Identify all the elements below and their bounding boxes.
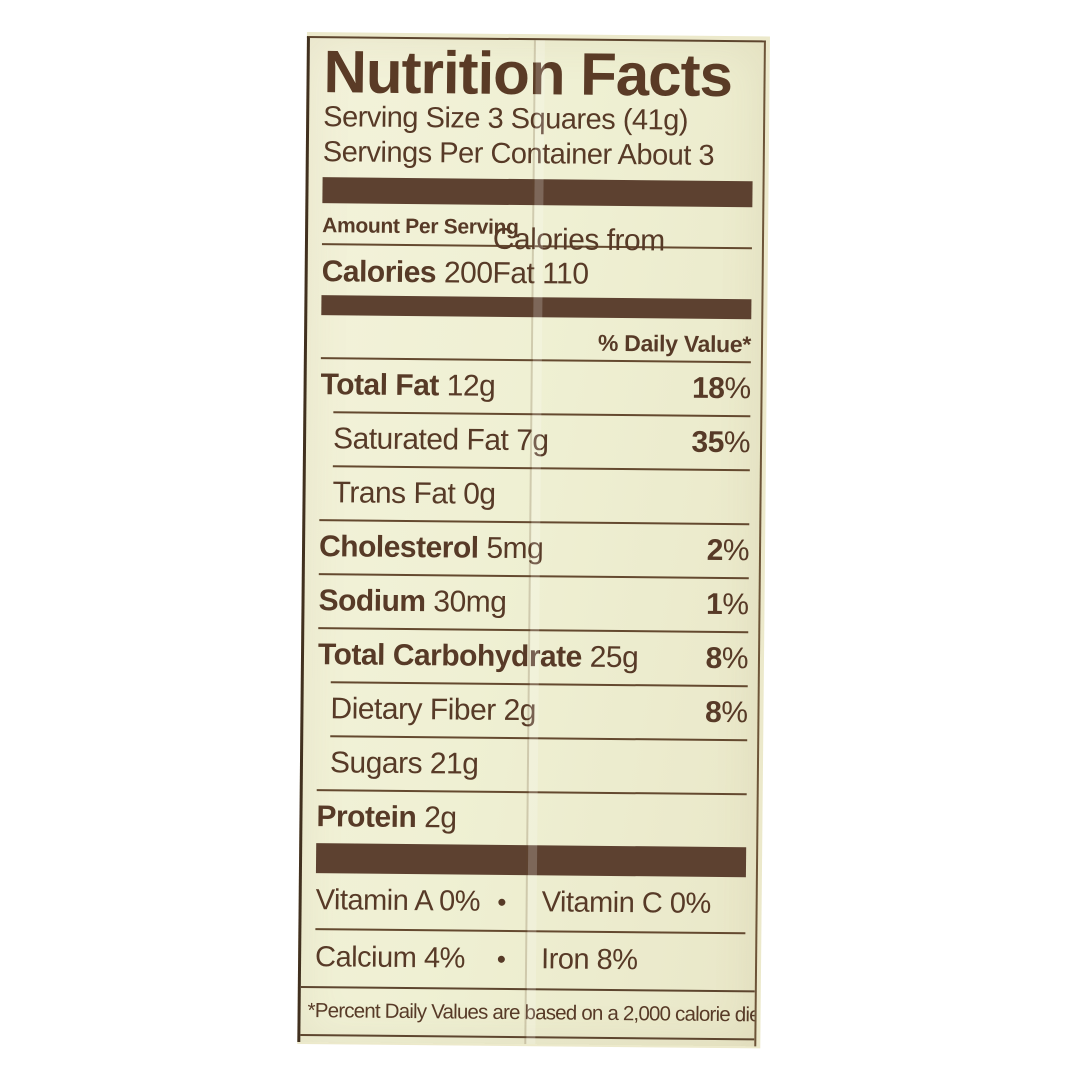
nutrient-label: Saturated Fat 7g: [332, 422, 549, 458]
nutrient-label: Total Fat 12g: [320, 368, 496, 403]
row-sugars: Sugars 21g: [317, 737, 747, 793]
nutrient-dv: 2%: [706, 533, 750, 568]
row-saturated-fat: Saturated Fat 7g 35%: [320, 413, 750, 469]
vitamin-c-value: Vitamin C 0%: [541, 886, 711, 920]
nutrient-dv: 8%: [705, 641, 749, 676]
calcium-value: Calcium 4%: [314, 941, 465, 975]
row-trans-fat: Trans Fat 0g: [319, 467, 749, 523]
nutrition-label-panel: Nutrition Facts Serving Size 3 Squares (…: [297, 35, 766, 1047]
nutrition-facts-title: Nutrition Facts: [323, 38, 733, 110]
nutrient-label: Sugars 21g: [329, 746, 479, 781]
bullet-separator: •: [496, 943, 506, 974]
vitamin-a-value: Vitamin A 0%: [315, 884, 481, 918]
row-cholesterol: Cholesterol 5mg 2%: [319, 521, 749, 577]
nutrient-dv: 8%: [704, 695, 748, 730]
vitamin-row-1: Vitamin A 0% • Vitamin C 0%: [315, 873, 746, 932]
daily-values-footnote: *Percent Daily Values are based on a 2,0…: [300, 985, 766, 1041]
nutrient-dv: 35%: [691, 425, 751, 460]
row-total-carbohydrate: Total Carbohydrate 25g 8%: [318, 629, 748, 685]
calories-from-fat: Calories from Fat 110: [492, 222, 665, 291]
calories-row: Calories 200 Calories from Fat 110: [321, 223, 751, 299]
row-dietary-fiber: Dietary Fiber 2g 8%: [317, 683, 747, 739]
row-protein: Protein 2g: [316, 791, 746, 847]
section-divider-bar-top: [322, 177, 753, 208]
daily-value-header: % Daily Value*: [320, 315, 752, 364]
servings-per-container-line: Servings Per Container About 3: [322, 136, 715, 172]
bullet-separator: •: [497, 886, 507, 917]
section-divider-bar-bottom: [315, 843, 747, 878]
nutrient-label: Protein 2g: [316, 800, 457, 835]
calories-value: Calories 200: [321, 255, 493, 290]
nutrient-label: Total Carbohydrate 25g: [317, 638, 639, 675]
nutrient-label: Sodium 30mg: [318, 584, 507, 619]
row-sodium: Sodium 30mg 1%: [318, 575, 748, 631]
iron-value: Iron 8%: [540, 943, 638, 977]
nutrient-dv: 18%: [691, 371, 751, 406]
nutrient-label: Trans Fat 0g: [332, 476, 496, 511]
nutrient-label: Dietary Fiber 2g: [330, 692, 537, 728]
nutrient-label: Cholesterol 5mg: [318, 530, 544, 566]
nutrition-label: Nutrition Facts Serving Size 3 Squares (…: [297, 32, 770, 1049]
nutrient-dv: 1%: [705, 587, 749, 622]
row-total-fat: Total Fat 12g 18%: [320, 359, 750, 415]
vitamin-row-2: Calcium 4% • Iron 8%: [315, 930, 746, 989]
